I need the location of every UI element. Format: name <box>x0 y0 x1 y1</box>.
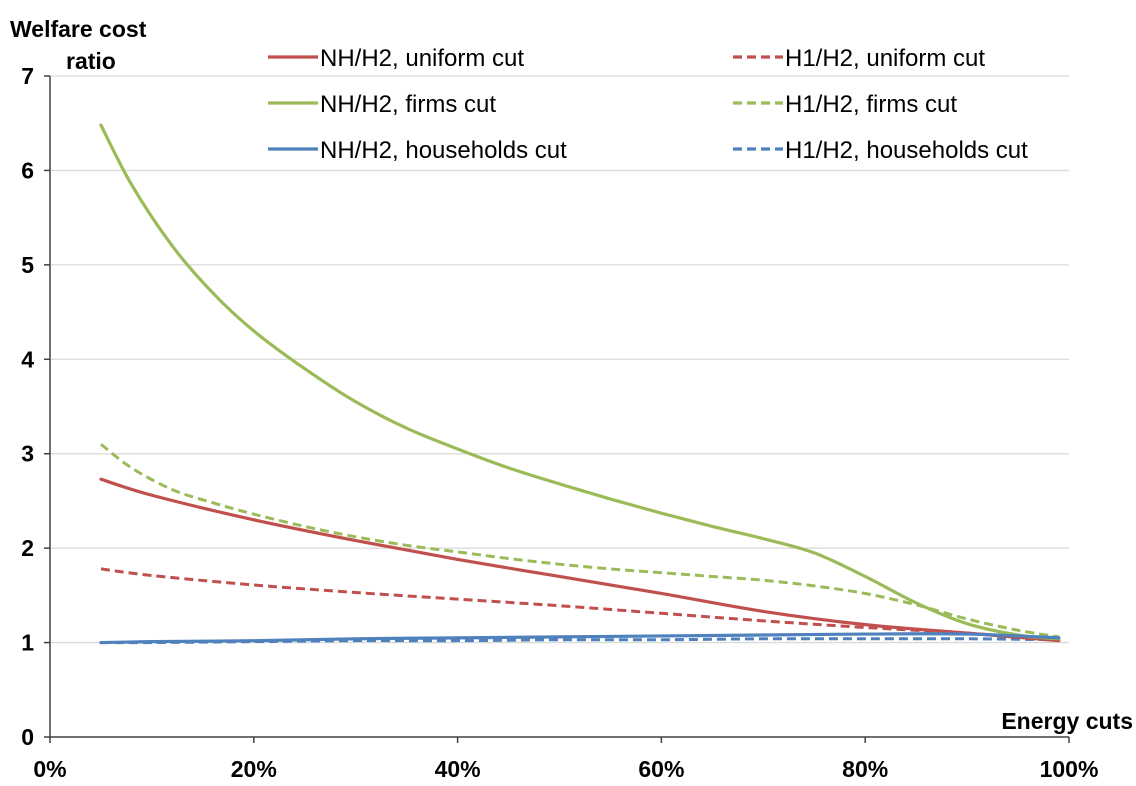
y-tick-label: 2 <box>21 535 34 561</box>
series-line-1 <box>99 123 1061 641</box>
x-tick-label: 20% <box>231 756 277 781</box>
legend: NH/H2, uniform cut NH/H2, firms cut NH/H2,… <box>268 45 1028 164</box>
y-tick-label: 1 <box>21 630 34 656</box>
series-line-0 <box>99 477 1061 643</box>
series-lines <box>99 123 1061 645</box>
legend-label-0: NH/H2, uniform cut <box>320 45 524 72</box>
y-tick-label: 4 <box>21 346 34 372</box>
y-axis-title-line1: Welfare cost <box>10 16 147 42</box>
legend-label-3: H1/H2, uniform cut <box>785 45 985 72</box>
grid-lines <box>50 75 1069 644</box>
y-tick-label: 0 <box>21 724 34 750</box>
axes <box>44 75 1070 743</box>
tick-labels: 0 1 2 3 4 5 6 7 0% 20% 40% 60% 80% 100% <box>21 63 1099 782</box>
legend-label-4: H1/H2, firms cut <box>785 91 957 118</box>
legend-label-2: NH/H2, households cut <box>320 137 567 164</box>
series-line-3 <box>100 567 1059 642</box>
series-line-4 <box>100 443 1060 639</box>
x-tick-label: 0% <box>33 756 66 781</box>
y-tick-label: 7 <box>21 63 34 89</box>
x-tick-label: 80% <box>842 756 888 781</box>
x-axis-title: Energy cuts <box>1001 708 1133 734</box>
y-tick-label: 3 <box>21 441 34 467</box>
x-tick-label: 40% <box>435 756 481 781</box>
y-tick-label: 5 <box>21 252 34 278</box>
x-tick-label: 100% <box>1040 756 1099 781</box>
x-tick-label: 60% <box>638 756 684 781</box>
series-line-2 <box>99 632 1061 645</box>
legend-label-1: NH/H2, firms cut <box>320 91 496 118</box>
legend-label-5: H1/H2, households cut <box>785 137 1028 164</box>
y-tick-label: 6 <box>21 157 34 183</box>
y-axis-title-line2: ratio <box>66 48 116 74</box>
